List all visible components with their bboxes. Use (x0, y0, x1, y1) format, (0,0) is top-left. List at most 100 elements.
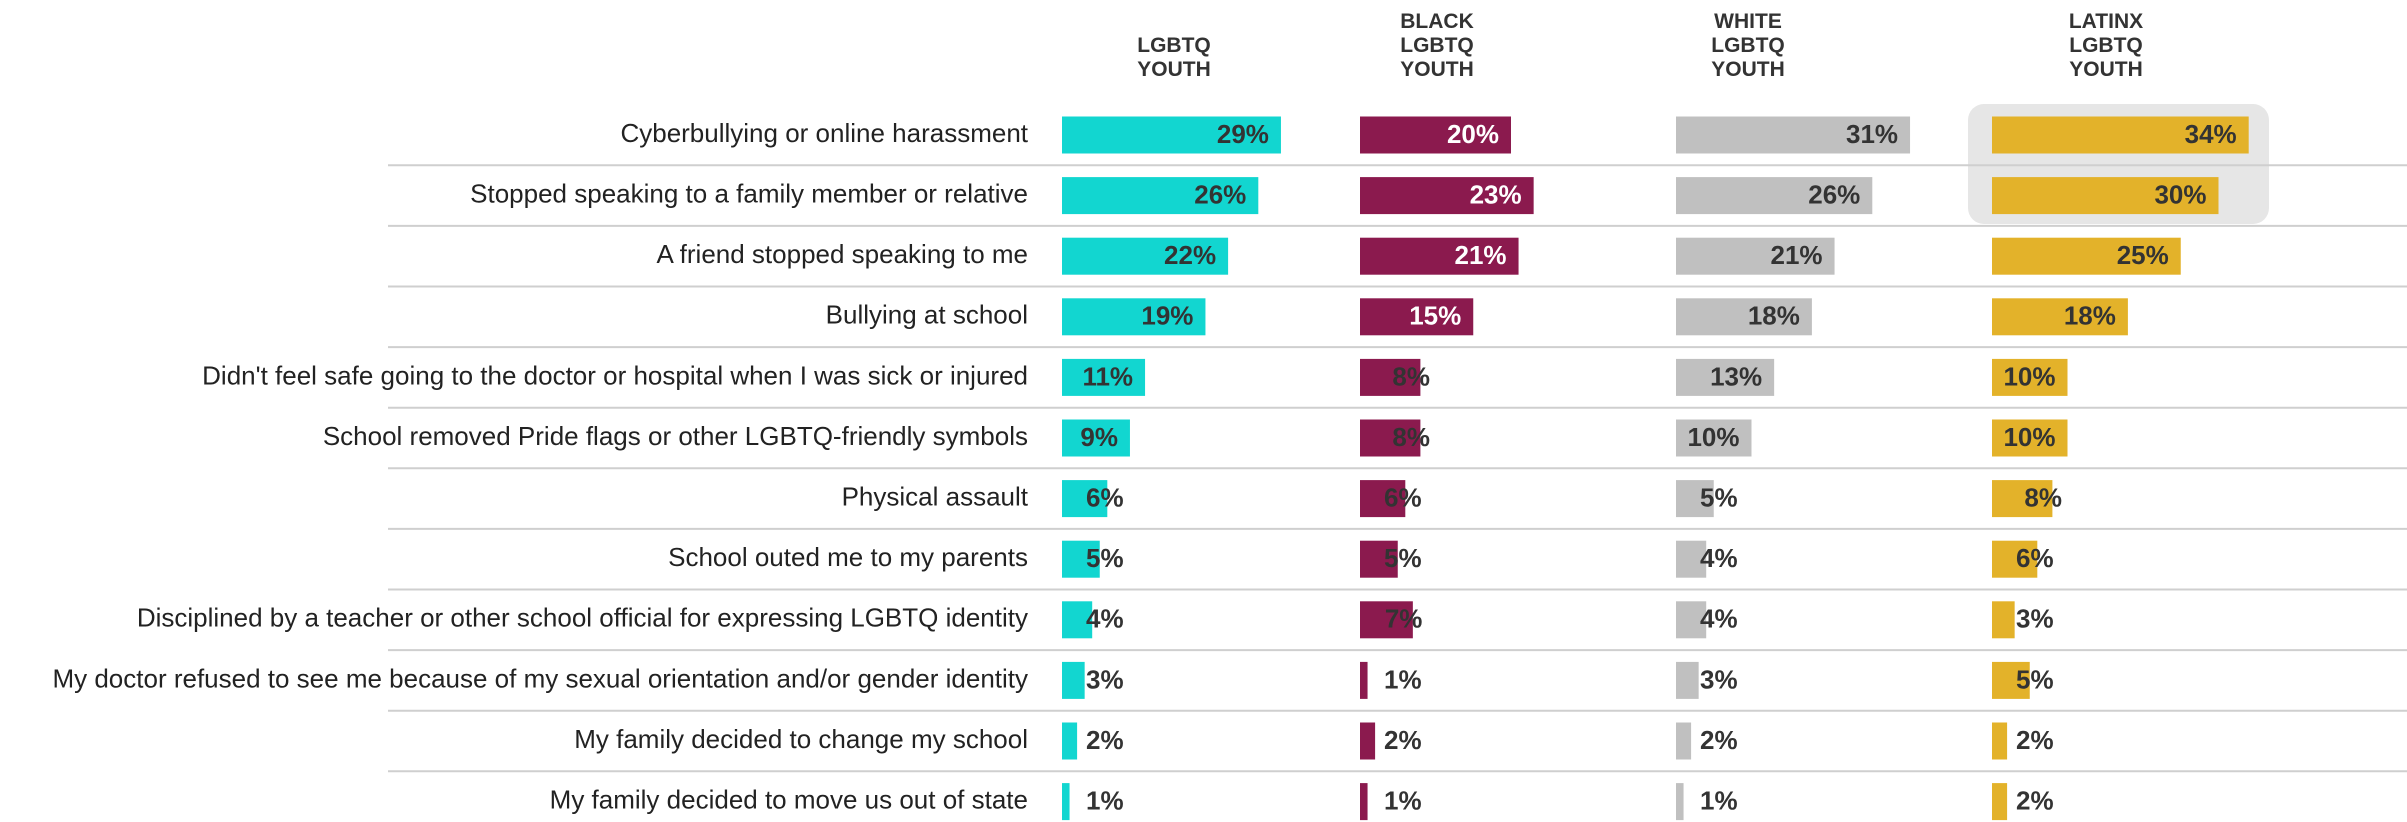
category-label: School outed me to my parents (668, 542, 1028, 572)
bar (1992, 298, 2128, 336)
bar (1992, 661, 2030, 699)
value-label: 10% (1687, 422, 1739, 452)
bar (1676, 540, 1707, 578)
value-label: 2% (1700, 725, 1738, 755)
value-label: 20% (1447, 119, 1499, 149)
value-label: 1% (1086, 785, 1124, 815)
bar (1676, 419, 1752, 457)
bar (1676, 298, 1812, 336)
bar (1062, 237, 1229, 275)
bar (1062, 722, 1078, 760)
value-label: 8% (2024, 482, 2062, 512)
bar (1062, 540, 1100, 578)
value-label: 19% (1141, 301, 1193, 331)
bar (1062, 419, 1130, 457)
value-label: 10% (2003, 361, 2055, 391)
value-label: 3% (2016, 604, 2054, 634)
bar (1992, 358, 2068, 396)
category-label: My family decided to change my school (574, 724, 1028, 754)
bar (1360, 237, 1519, 275)
bar (1360, 419, 1421, 457)
bar (1062, 601, 1093, 639)
value-label: 31% (1846, 119, 1898, 149)
value-label: 9% (1080, 422, 1118, 452)
bar (1992, 783, 2008, 821)
value-label: 6% (1086, 482, 1124, 512)
value-label: 5% (1086, 543, 1124, 573)
value-label: 11% (1082, 361, 1133, 391)
value-label: 6% (2016, 543, 2054, 573)
value-label: 6% (1384, 482, 1422, 512)
series-header: WHITE LGBTQ YOUTH (1711, 10, 1785, 81)
bar (1062, 783, 1070, 821)
bar (1676, 722, 1692, 760)
value-label: 3% (1700, 664, 1738, 694)
value-label: 1% (1384, 785, 1422, 815)
value-label: 5% (2016, 664, 2054, 694)
series-header: LGBTQ YOUTH (1137, 34, 1211, 81)
value-label: 18% (2064, 301, 2116, 331)
bar (1676, 116, 1911, 154)
value-label: 34% (2185, 119, 2237, 149)
value-label: 4% (1086, 604, 1124, 634)
value-label: 18% (1748, 301, 1800, 331)
category-label: Didn't feel safe going to the doctor or … (202, 360, 1028, 390)
value-label: 4% (1700, 543, 1738, 573)
category-label: Bullying at school (826, 300, 1028, 330)
value-label: 1% (1384, 664, 1422, 694)
value-label: 2% (1086, 725, 1124, 755)
bar (1360, 480, 1406, 518)
category-label: A friend stopped speaking to me (657, 239, 1028, 269)
value-label: 10% (2003, 422, 2055, 452)
bar (1360, 298, 1474, 336)
value-label: 23% (1470, 179, 1522, 209)
value-label: 5% (1384, 543, 1422, 573)
bar (1360, 783, 1368, 821)
bar (1360, 116, 1511, 154)
bar (1360, 661, 1368, 699)
bar (1992, 601, 2015, 639)
value-label: 2% (2016, 725, 2054, 755)
bar (1676, 480, 1714, 518)
value-label: 26% (1194, 179, 1246, 209)
value-label: 3% (1086, 664, 1124, 694)
bar (1676, 177, 1873, 215)
bar (1360, 722, 1376, 760)
bar (1676, 661, 1699, 699)
value-label: 15% (1409, 301, 1461, 331)
value-label: 29% (1217, 119, 1269, 149)
value-label: 2% (2016, 785, 2054, 815)
bar (1676, 358, 1775, 396)
bar (1062, 116, 1281, 154)
bar (1992, 722, 2008, 760)
bar (1992, 237, 2181, 275)
bar (1676, 783, 1684, 821)
value-label: 13% (1710, 361, 1762, 391)
value-label: 7% (1385, 604, 1423, 634)
bar (1992, 540, 2038, 578)
value-label: 8% (1392, 422, 1430, 452)
bar (1992, 177, 2219, 215)
value-label: 4% (1700, 604, 1738, 634)
series-header: LATINX LGBTQ YOUTH (2068, 10, 2144, 81)
bar (1676, 237, 1835, 275)
category-label: Physical assault (842, 481, 1029, 511)
category-label: My family decided to move us out of stat… (550, 784, 1028, 814)
value-label: 5% (1700, 482, 1738, 512)
value-label: 8% (1392, 361, 1430, 391)
bar (1062, 358, 1146, 396)
category-label: School removed Pride flags or other LGBT… (323, 421, 1028, 451)
category-label: Cyberbullying or online harassment (620, 118, 1028, 148)
bar (1360, 177, 1534, 215)
bar (1360, 601, 1413, 639)
value-label: 26% (1808, 179, 1860, 209)
bar (1062, 177, 1259, 215)
bar (1992, 116, 2249, 154)
bar (1062, 661, 1085, 699)
category-label: My doctor refused to see me because of m… (52, 663, 1028, 693)
category-label: Stopped speaking to a family member or r… (470, 178, 1028, 208)
value-label: 25% (2117, 240, 2169, 270)
bar (1062, 298, 1206, 336)
